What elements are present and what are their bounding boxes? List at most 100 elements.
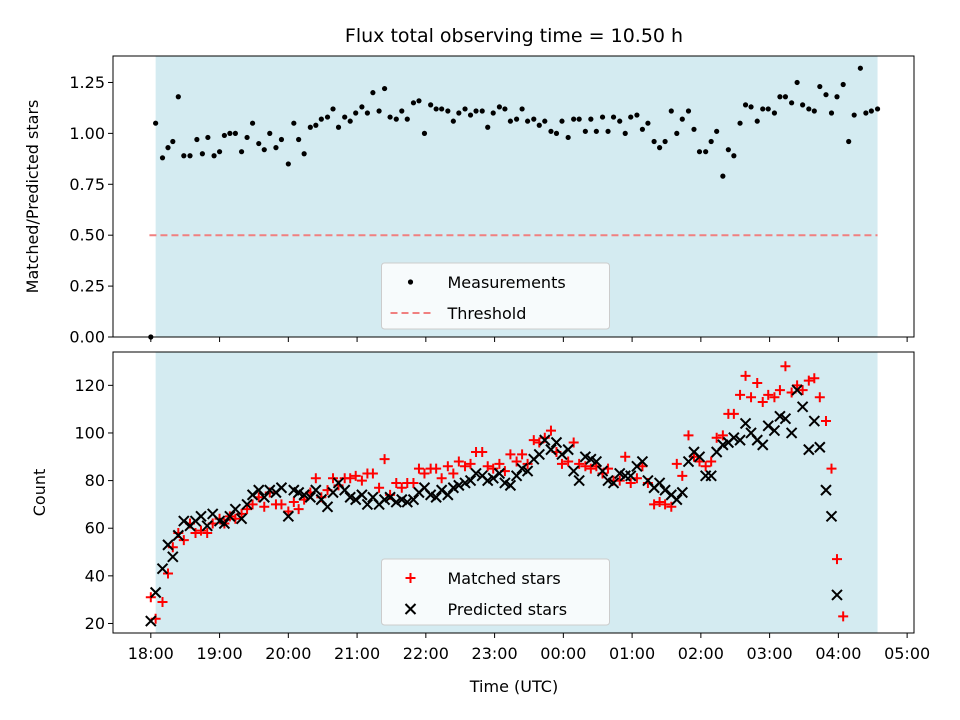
y-tick-label: 0.25 bbox=[69, 277, 105, 296]
matched-star-point bbox=[436, 473, 447, 484]
measurement-point bbox=[450, 118, 456, 124]
matched-star-point bbox=[163, 568, 174, 579]
measurement-point bbox=[628, 114, 634, 120]
measurement-point bbox=[565, 134, 571, 141]
measurement-point bbox=[462, 106, 468, 112]
predicted-star-point bbox=[825, 510, 838, 523]
measurement-point bbox=[765, 106, 771, 112]
matched-star-point bbox=[803, 375, 814, 386]
axes-frame bbox=[112, 351, 915, 634]
matched-star-point bbox=[157, 597, 168, 608]
measurement-point bbox=[473, 108, 479, 114]
measurement-point bbox=[199, 151, 205, 157]
predicted-star-point bbox=[779, 412, 792, 425]
matched-star-point bbox=[460, 461, 471, 472]
matched-star-point bbox=[488, 463, 499, 474]
predicted-star-point bbox=[218, 517, 231, 530]
measurement-point bbox=[227, 130, 233, 136]
legend-label: Matched stars bbox=[448, 569, 561, 588]
predicted-star-point bbox=[167, 551, 179, 563]
matched-star-point bbox=[780, 361, 791, 372]
matched-star-point bbox=[774, 385, 785, 396]
matched-star-point bbox=[477, 447, 488, 458]
predicted-star-point bbox=[671, 493, 683, 506]
predicted-star-point bbox=[384, 491, 396, 503]
measurement-point bbox=[782, 94, 789, 100]
matched-star-point bbox=[814, 392, 825, 403]
measurement-point bbox=[760, 106, 766, 112]
x-tick-label: 22:00 bbox=[403, 644, 449, 663]
measurement-point bbox=[846, 138, 852, 145]
measurement-point bbox=[216, 149, 223, 155]
matched-star-point bbox=[396, 482, 407, 493]
matched-star-point bbox=[391, 477, 402, 488]
measurement-point bbox=[433, 106, 439, 112]
matched-star-point bbox=[556, 458, 567, 469]
measurement-point bbox=[467, 112, 474, 118]
x-tick-label: 03:00 bbox=[747, 644, 793, 663]
measurement-point bbox=[800, 102, 806, 108]
predicted-star-point bbox=[321, 501, 334, 513]
matched-star-point bbox=[649, 499, 660, 510]
matched-star-point bbox=[637, 461, 648, 472]
measurement-point bbox=[359, 104, 365, 110]
ratio-panel: 0.00 0.25 0.50 0.75 1.00 1.25 Matched/Predicte… bbox=[23, 55, 915, 347]
predicted-star-point bbox=[831, 589, 843, 601]
matched-star-point bbox=[757, 397, 768, 408]
y-tick-label: 0.50 bbox=[69, 226, 105, 245]
measurement-point bbox=[576, 116, 582, 122]
measurement-point bbox=[777, 94, 783, 100]
x-tick-label: 00:00 bbox=[540, 644, 586, 663]
matched-star-point bbox=[408, 477, 419, 488]
predicted-star-point bbox=[149, 586, 162, 599]
measurement-point bbox=[410, 100, 417, 106]
matched-star-point bbox=[413, 463, 424, 474]
matched-star-point bbox=[196, 525, 207, 536]
measurement-point bbox=[737, 120, 743, 126]
y-tick-label: 0.75 bbox=[69, 175, 105, 194]
measurement-point bbox=[531, 116, 537, 122]
matched-star-point bbox=[620, 451, 631, 462]
measurement-point bbox=[691, 126, 697, 132]
measurement-point bbox=[291, 120, 297, 126]
matched-star-point bbox=[374, 482, 385, 493]
predicted-star-point bbox=[172, 529, 185, 542]
measurement-point bbox=[399, 108, 405, 114]
predicted-star-point bbox=[453, 479, 465, 492]
matched-star-point bbox=[350, 470, 361, 481]
matched-star-point bbox=[769, 392, 780, 403]
matched-star-point bbox=[482, 461, 493, 472]
matched-star-point bbox=[735, 389, 746, 400]
measurement-point bbox=[834, 94, 840, 100]
measurement-point bbox=[439, 106, 445, 112]
predicted-star-point bbox=[258, 491, 270, 503]
predicted-star-point bbox=[304, 491, 317, 503]
measurement-point bbox=[194, 136, 200, 143]
measurement-point bbox=[599, 114, 606, 120]
x-tick-label: 19:00 bbox=[197, 644, 243, 663]
series-predicted-stars bbox=[145, 384, 843, 627]
measurement-point bbox=[513, 116, 520, 122]
predicted-star-point bbox=[327, 486, 339, 499]
matched-star-point bbox=[792, 380, 803, 391]
predicted-star-point bbox=[533, 448, 545, 461]
measurement-point bbox=[519, 106, 525, 112]
predicted-star-point bbox=[253, 484, 265, 496]
legend-box bbox=[381, 558, 610, 626]
measurement-point bbox=[868, 108, 874, 114]
measurement-point bbox=[256, 140, 262, 147]
y-tick-label: 100 bbox=[74, 423, 105, 442]
measurement-point bbox=[668, 108, 674, 114]
predicted-star-point bbox=[567, 465, 580, 477]
predicted-star-point bbox=[464, 474, 477, 487]
predicted-star-point bbox=[224, 510, 236, 523]
predicted-star-point bbox=[435, 484, 448, 496]
series-measurements bbox=[148, 65, 881, 340]
matched-star-point bbox=[752, 377, 763, 388]
predicted-star-point bbox=[676, 486, 689, 499]
matched-star-point bbox=[688, 451, 699, 462]
measurement-point bbox=[496, 104, 503, 110]
matched-star-point bbox=[683, 430, 694, 441]
matched-star-point bbox=[494, 458, 505, 469]
y-tick-label: 40 bbox=[85, 566, 105, 585]
